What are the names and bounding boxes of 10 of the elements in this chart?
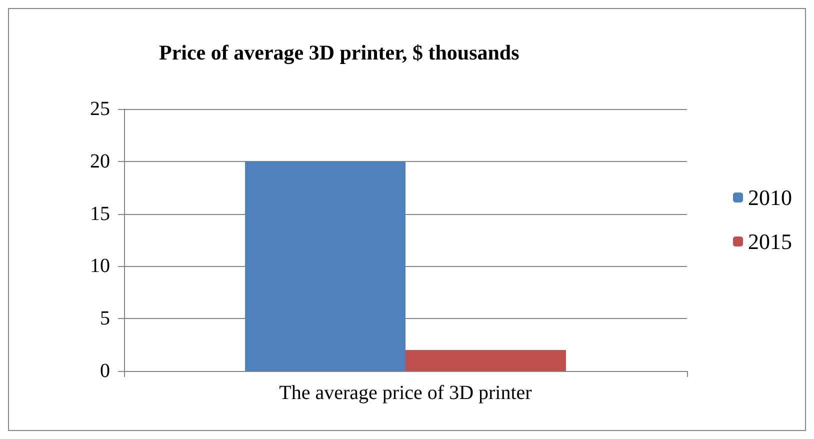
y-tick-label: 5 — [100, 308, 110, 330]
y-tick-label: 15 — [90, 202, 110, 225]
legend-label: 2015 — [748, 229, 792, 254]
y-tick-label: 10 — [90, 255, 110, 278]
chart-title: Price of average 3D printer, $ thousands — [159, 40, 520, 64]
legend-label: 2010 — [748, 185, 792, 210]
y-tick-label: 0 — [100, 360, 110, 382]
x-tick-label: The average price of 3D printer — [279, 382, 532, 404]
y-tick-label: 20 — [90, 150, 110, 172]
y-tick-label: 25 — [90, 98, 110, 120]
